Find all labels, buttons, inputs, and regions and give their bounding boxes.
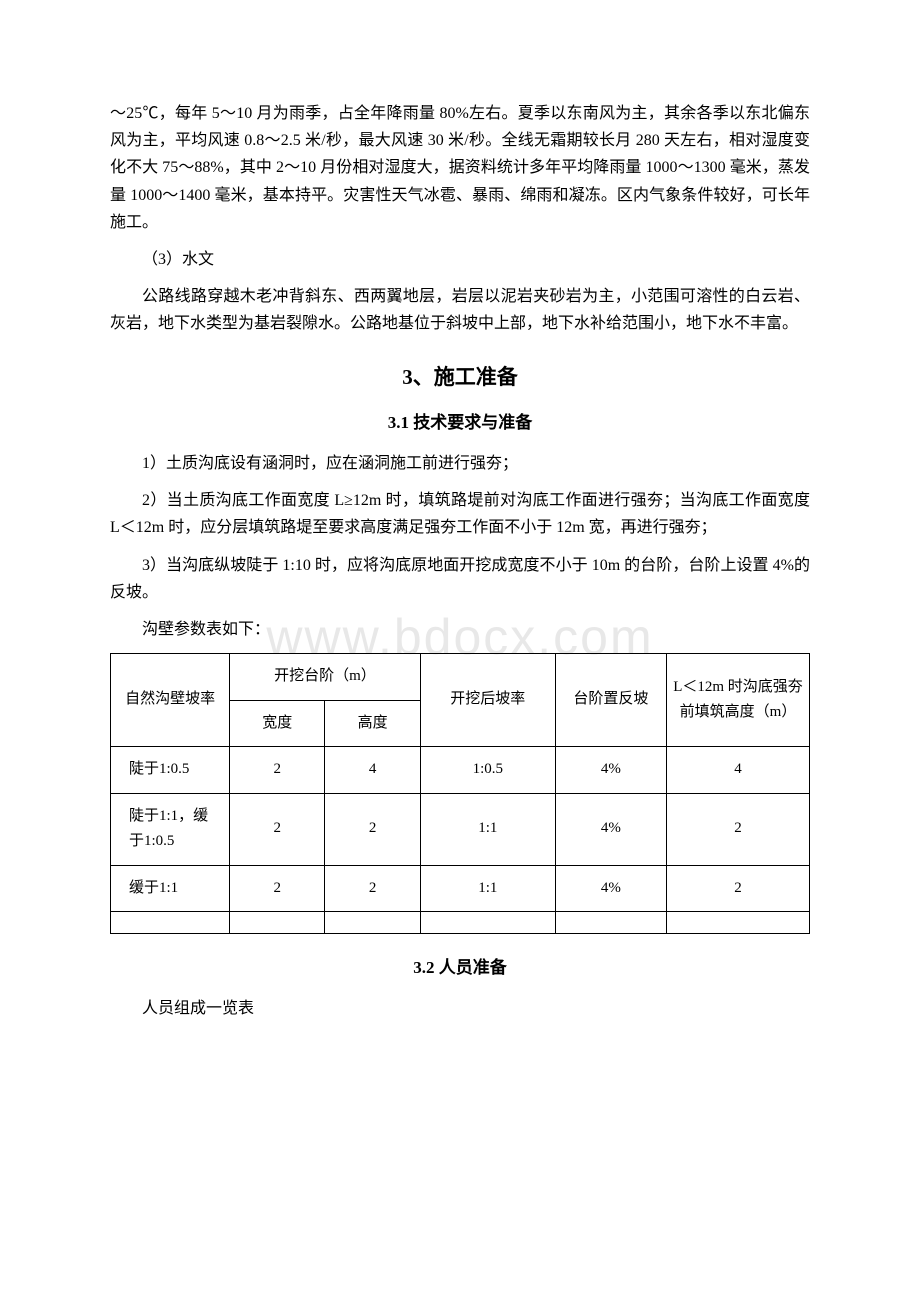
header-fill-height: L＜12m 时沟底强夯前填筑高度（m）: [667, 654, 810, 747]
header-height: 高度: [325, 700, 420, 747]
document-content: ～25℃，每年 5～10 月为雨季，占全年降雨量 80%左右。夏季以东南风为主，…: [110, 100, 810, 1022]
empty-cell: [667, 912, 810, 934]
list-item-2: 2）当土质沟底工作面宽度 L≥12m 时，填筑路堤前对沟底工作面进行强夯；当沟底…: [110, 487, 810, 541]
cell-width: 2: [230, 865, 325, 912]
paragraph-hydrology-body: 公路线路穿越木老冲背斜东、西两翼地层，岩层以泥岩夹砂岩为主，小范围可溶性的白云岩…: [110, 283, 810, 337]
table-intro-text: 沟壁参数表如下：: [110, 616, 810, 643]
table-row: 缓于1:1 2 2 1:1 4% 2: [111, 865, 810, 912]
cell-height: 4: [325, 747, 420, 794]
cell-reverse: 4%: [555, 865, 666, 912]
paragraph-climate: ～25℃，每年 5～10 月为雨季，占全年降雨量 80%左右。夏季以东南风为主，…: [110, 100, 810, 236]
section-3-2-title: 3.2 人员准备: [110, 954, 810, 983]
section-3-title: 3、施工准备: [110, 360, 810, 396]
cell-height: 2: [325, 865, 420, 912]
header-post-slope: 开挖后坡率: [420, 654, 555, 747]
table-header-row-1: 自然沟壁坡率 开挖台阶（m） 开挖后坡率 台阶置反坡 L＜12m 时沟底强夯前填…: [111, 654, 810, 701]
cell-fill: 2: [667, 865, 810, 912]
cell-post-slope: 1:1: [420, 793, 555, 865]
table-row: 陡于1:1，缓于1:0.5 2 2 1:1 4% 2: [111, 793, 810, 865]
cell-slope: 陡于1:1，缓于1:0.5: [111, 793, 230, 865]
personnel-table-label: 人员组成一览表: [110, 995, 810, 1022]
empty-cell: [420, 912, 555, 934]
empty-cell: [325, 912, 420, 934]
cell-width: 2: [230, 747, 325, 794]
parameters-table: 自然沟壁坡率 开挖台阶（m） 开挖后坡率 台阶置反坡 L＜12m 时沟底强夯前填…: [110, 653, 810, 934]
empty-cell: [555, 912, 666, 934]
cell-height: 2: [325, 793, 420, 865]
header-width: 宽度: [230, 700, 325, 747]
cell-width: 2: [230, 793, 325, 865]
empty-cell: [230, 912, 325, 934]
cell-fill: 2: [667, 793, 810, 865]
header-excavation-step: 开挖台阶（m）: [230, 654, 421, 701]
cell-reverse: 4%: [555, 747, 666, 794]
header-reverse-slope: 台阶置反坡: [555, 654, 666, 747]
table-row-empty: [111, 912, 810, 934]
table-row: 陡于1:0.5 2 4 1:0.5 4% 4: [111, 747, 810, 794]
paragraph-hydrology-label: （3）水文: [110, 246, 810, 273]
cell-fill: 4: [667, 747, 810, 794]
cell-post-slope: 1:0.5: [420, 747, 555, 794]
cell-reverse: 4%: [555, 793, 666, 865]
list-item-1: 1）土质沟底设有涵洞时，应在涵洞施工前进行强夯；: [110, 450, 810, 477]
cell-slope: 陡于1:0.5: [111, 747, 230, 794]
empty-cell: [111, 912, 230, 934]
cell-slope: 缓于1:1: [111, 865, 230, 912]
list-item-3: 3）当沟底纵坡陡于 1:10 时，应将沟底原地面开挖成宽度不小于 10m 的台阶…: [110, 552, 810, 606]
cell-post-slope: 1:1: [420, 865, 555, 912]
section-3-1-title: 3.1 技术要求与准备: [110, 409, 810, 438]
header-slope-rate: 自然沟壁坡率: [111, 654, 230, 747]
